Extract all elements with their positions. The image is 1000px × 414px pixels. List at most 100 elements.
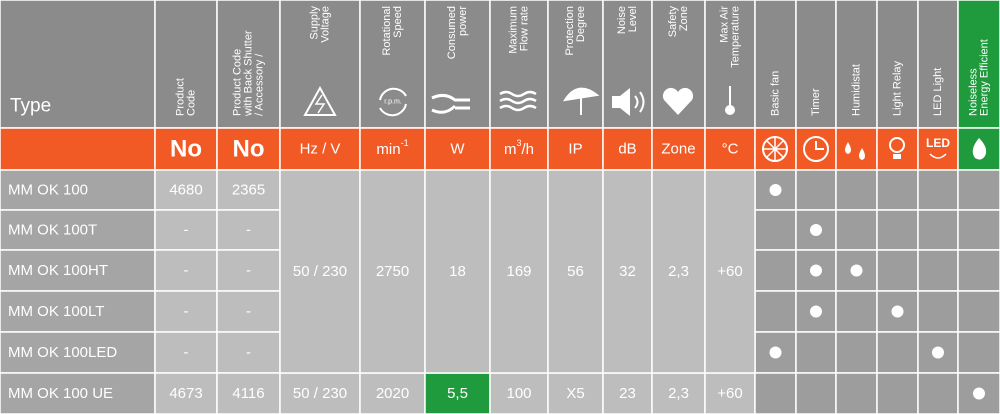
value-cell: - xyxy=(246,222,251,239)
merged-cell xyxy=(359,169,426,374)
cell xyxy=(216,372,281,414)
header-cell xyxy=(704,0,756,129)
cell xyxy=(154,372,218,414)
feature-cell xyxy=(876,331,919,374)
feature-cell xyxy=(917,169,959,211)
feature-cell xyxy=(835,372,878,414)
unit-label: No xyxy=(233,136,265,163)
merged-cell xyxy=(602,169,653,374)
header-label: Humidistat xyxy=(851,64,863,116)
header-label: Code xyxy=(186,90,198,116)
value-cell: 5,5 xyxy=(447,385,468,402)
feature-cell xyxy=(835,331,878,374)
icon xyxy=(499,97,537,105)
icon xyxy=(499,104,537,112)
value-cell: 4673 xyxy=(169,385,202,402)
header-label: Rotational xyxy=(381,6,393,56)
unit-rest: /h xyxy=(522,141,535,158)
feature-cell xyxy=(917,290,959,333)
feature-dot xyxy=(769,346,782,359)
icon xyxy=(431,93,470,114)
value-cell: 169 xyxy=(506,263,531,280)
icon xyxy=(815,141,824,150)
value-cell: 4680 xyxy=(169,182,202,199)
feature-cell xyxy=(795,372,837,414)
header-label: Energy Efficient xyxy=(979,39,991,116)
value-cell: 2365 xyxy=(232,182,265,199)
header-label: Basic fan xyxy=(770,71,782,116)
unit-label: dB xyxy=(618,141,636,158)
icon xyxy=(379,87,407,101)
icon xyxy=(893,154,901,159)
header-label: Flow rate xyxy=(519,6,531,51)
unit-sup: -1 xyxy=(401,138,409,148)
header-label: Consumed xyxy=(446,6,458,59)
merged-cell xyxy=(704,169,756,374)
header-cell xyxy=(957,0,1000,129)
icon xyxy=(972,138,987,160)
unit-base: min xyxy=(376,141,400,158)
feature-dot xyxy=(810,224,822,236)
value-cell: +60 xyxy=(717,385,742,402)
header-label: Voltage xyxy=(320,6,332,43)
value-cell: - xyxy=(184,262,189,279)
feature-cell xyxy=(835,169,878,211)
feature-cell xyxy=(795,169,837,211)
value-cell: - xyxy=(246,262,251,279)
header-label: power xyxy=(457,6,469,36)
type-cell: MM OK 100HT xyxy=(8,262,108,279)
feature-cell xyxy=(957,331,1000,374)
header-cell xyxy=(489,0,549,129)
unit-label: Hz / V xyxy=(300,141,341,158)
header-cell xyxy=(795,0,837,129)
icon xyxy=(662,87,694,115)
merged-cell xyxy=(279,169,361,374)
feature-cell xyxy=(957,209,1000,251)
value-cell: - xyxy=(184,344,189,361)
feature-cell xyxy=(876,372,919,414)
unit-cell xyxy=(651,127,706,171)
value-cell: - xyxy=(184,303,189,320)
icon xyxy=(803,136,829,162)
feature-cell xyxy=(957,249,1000,292)
value-cell: 2020 xyxy=(376,385,409,402)
value-cell: X5 xyxy=(566,385,584,402)
header-cell xyxy=(279,0,361,129)
unit-cell xyxy=(359,127,426,171)
cell xyxy=(0,290,156,333)
header-cell xyxy=(359,0,426,129)
unit-label: min-1 xyxy=(376,138,408,158)
value-cell: 23 xyxy=(619,385,636,402)
icon xyxy=(634,91,645,113)
feature-cell xyxy=(876,249,919,292)
cell xyxy=(0,209,156,251)
icon xyxy=(725,105,735,115)
unit-cell xyxy=(154,127,218,171)
cell xyxy=(359,372,426,414)
feature-cell xyxy=(917,249,959,292)
value-cell: 32 xyxy=(619,263,636,280)
cell xyxy=(651,372,706,414)
merged-cell xyxy=(651,169,706,374)
feature-cell xyxy=(876,169,919,211)
header-label: Protection xyxy=(564,6,576,56)
value-cell: 4116 xyxy=(232,385,264,402)
value-cell: 50 / 230 xyxy=(293,263,347,280)
header-label: Degree xyxy=(575,6,587,42)
icon xyxy=(845,142,865,160)
value-cell: 50 / 230 xyxy=(293,385,347,402)
header-label: Supply xyxy=(309,6,321,40)
unit-label: Zone xyxy=(661,141,695,158)
header-label: Temperature xyxy=(730,6,742,68)
header-cell xyxy=(754,0,797,129)
unit-cell xyxy=(0,127,156,171)
feature-dot xyxy=(810,305,822,318)
unit-cell xyxy=(602,127,653,171)
feature-dot xyxy=(973,387,985,400)
unit-cell xyxy=(835,127,878,171)
icon xyxy=(379,103,407,117)
cell xyxy=(216,290,281,333)
unit-sup: 3 xyxy=(516,138,521,148)
unit-led: LED xyxy=(926,136,950,150)
